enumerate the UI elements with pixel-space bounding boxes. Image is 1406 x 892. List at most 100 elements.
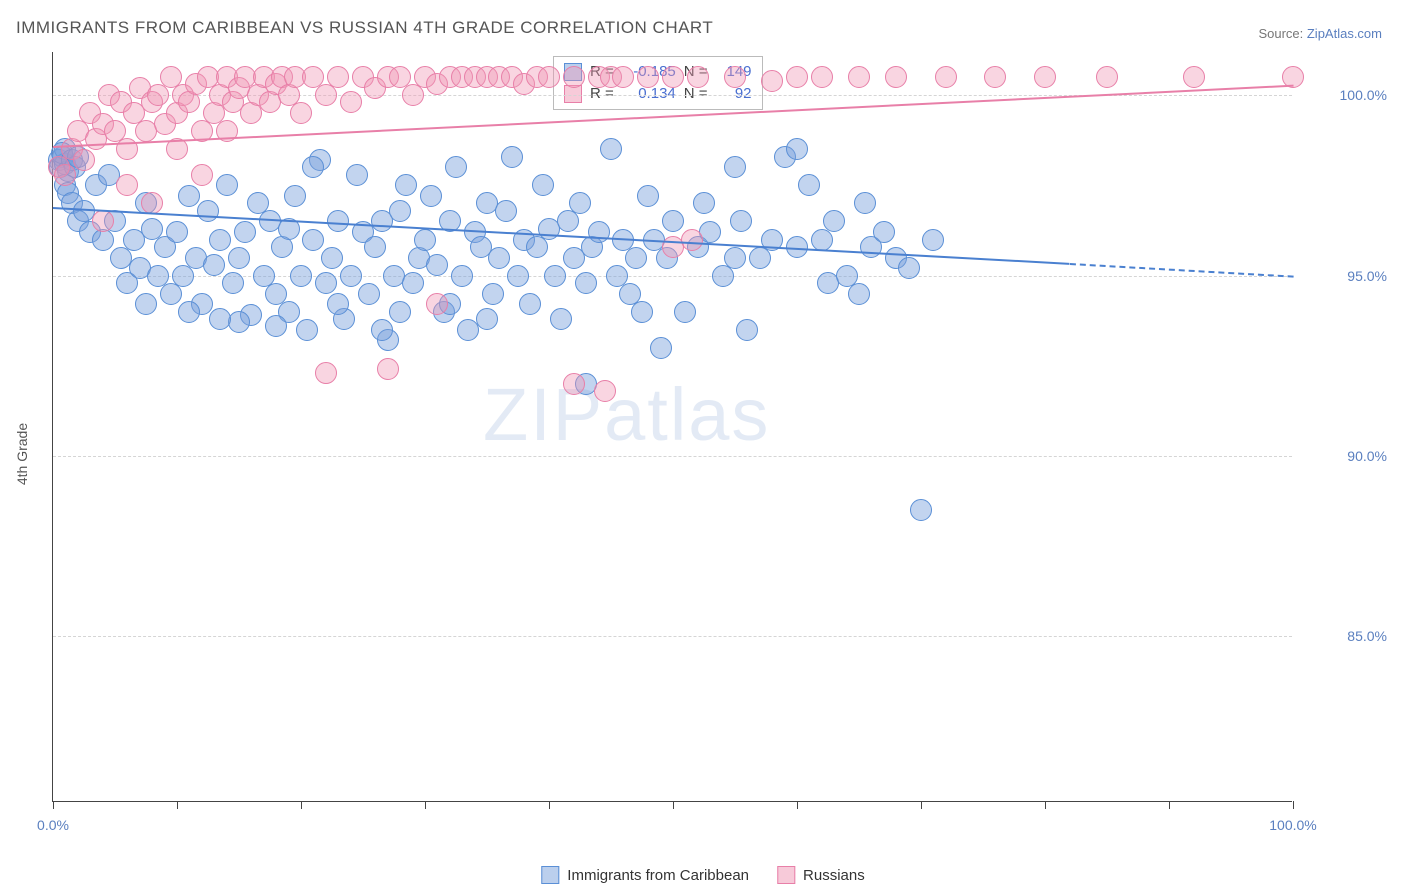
scatter-point: [724, 247, 746, 269]
scatter-point: [340, 265, 362, 287]
scatter-point: [302, 156, 324, 178]
scatter-point: [420, 185, 442, 207]
scatter-point: [910, 499, 932, 521]
scatter-point: [631, 301, 653, 323]
xtick: [549, 801, 550, 809]
scatter-point: [203, 254, 225, 276]
scatter-point: [662, 66, 684, 88]
scatter-point: [327, 66, 349, 88]
scatter-point: [922, 229, 944, 251]
scatter-point: [532, 174, 554, 196]
plot-area: ZIPatlas R = -0.185 N = 149 R = 0.134 N …: [52, 52, 1292, 802]
scatter-point: [1183, 66, 1205, 88]
legend-swatch-blue-icon: [541, 866, 559, 884]
scatter-point: [761, 70, 783, 92]
scatter-point: [290, 265, 312, 287]
scatter-point: [426, 293, 448, 315]
source-link[interactable]: ZipAtlas.com: [1307, 26, 1382, 41]
scatter-point: [538, 66, 560, 88]
scatter-point: [302, 229, 324, 251]
scatter-point: [371, 319, 393, 341]
legend-item-1: Immigrants from Caribbean: [541, 866, 749, 884]
scatter-point: [92, 210, 114, 232]
scatter-point: [197, 200, 219, 222]
scatter-point: [1034, 66, 1056, 88]
xtick: [797, 801, 798, 809]
scatter-point: [507, 265, 529, 287]
scatter-point: [730, 210, 752, 232]
scatter-point: [1096, 66, 1118, 88]
scatter-point: [650, 337, 672, 359]
scatter-point: [984, 66, 1006, 88]
scatter-point: [228, 247, 250, 269]
scatter-point: [588, 221, 610, 243]
xtick-label: 100.0%: [1269, 817, 1316, 833]
scatter-point: [811, 66, 833, 88]
scatter-point: [662, 210, 684, 232]
scatter-point: [216, 174, 238, 196]
scatter-point: [898, 257, 920, 279]
xtick: [673, 801, 674, 809]
ytick-label: 85.0%: [1307, 628, 1387, 644]
chart-container: IMMIGRANTS FROM CARIBBEAN VS RUSSIAN 4TH…: [0, 0, 1406, 892]
xtick: [1045, 801, 1046, 809]
scatter-point: [935, 66, 957, 88]
y-axis-label: 4th Grade: [14, 423, 30, 485]
ytick-label: 95.0%: [1307, 268, 1387, 284]
scatter-point: [575, 272, 597, 294]
scatter-point: [482, 283, 504, 305]
scatter-point: [550, 308, 572, 330]
scatter-point: [495, 200, 517, 222]
scatter-point: [544, 265, 566, 287]
scatter-point: [73, 149, 95, 171]
legend-label-2: Russians: [803, 867, 865, 884]
scatter-point: [402, 272, 424, 294]
scatter-point: [519, 293, 541, 315]
legend-swatch-pink-icon: [777, 866, 795, 884]
scatter-point: [178, 301, 200, 323]
scatter-point: [848, 66, 870, 88]
scatter-point: [191, 164, 213, 186]
scatter-point: [222, 272, 244, 294]
xtick: [921, 801, 922, 809]
scatter-point: [563, 373, 585, 395]
scatter-point: [687, 66, 709, 88]
scatter-point: [389, 200, 411, 222]
xtick: [301, 801, 302, 809]
scatter-point: [445, 156, 467, 178]
scatter-point: [395, 174, 417, 196]
bottom-legend: Immigrants from Caribbean Russians: [541, 866, 864, 884]
scatter-point: [873, 221, 895, 243]
source-label: Source:: [1258, 26, 1306, 41]
ytick-label: 100.0%: [1307, 87, 1387, 103]
source-attribution: Source: ZipAtlas.com: [1258, 26, 1382, 41]
scatter-point: [340, 91, 362, 113]
scatter-point: [414, 229, 436, 251]
scatter-point: [290, 102, 312, 124]
scatter-point: [166, 221, 188, 243]
scatter-point: [501, 146, 523, 168]
scatter-point: [296, 319, 318, 341]
scatter-point: [116, 174, 138, 196]
scatter-point: [389, 301, 411, 323]
scatter-point: [625, 247, 647, 269]
scatter-point: [228, 311, 250, 333]
scatter-point: [724, 156, 746, 178]
scatter-point: [612, 66, 634, 88]
xtick: [425, 801, 426, 809]
scatter-point: [854, 192, 876, 214]
scatter-point: [476, 308, 498, 330]
scatter-point: [358, 283, 380, 305]
scatter-point: [563, 66, 585, 88]
gridline: [53, 636, 1292, 637]
xtick: [177, 801, 178, 809]
scatter-point: [823, 210, 845, 232]
chart-title: IMMIGRANTS FROM CARIBBEAN VS RUSSIAN 4TH…: [16, 18, 713, 38]
scatter-point: [209, 229, 231, 251]
scatter-point: [54, 164, 76, 186]
scatter-point: [786, 138, 808, 160]
xtick-label: 0.0%: [37, 817, 69, 833]
scatter-point: [594, 380, 616, 402]
xtick: [1293, 801, 1294, 809]
scatter-point: [234, 221, 256, 243]
